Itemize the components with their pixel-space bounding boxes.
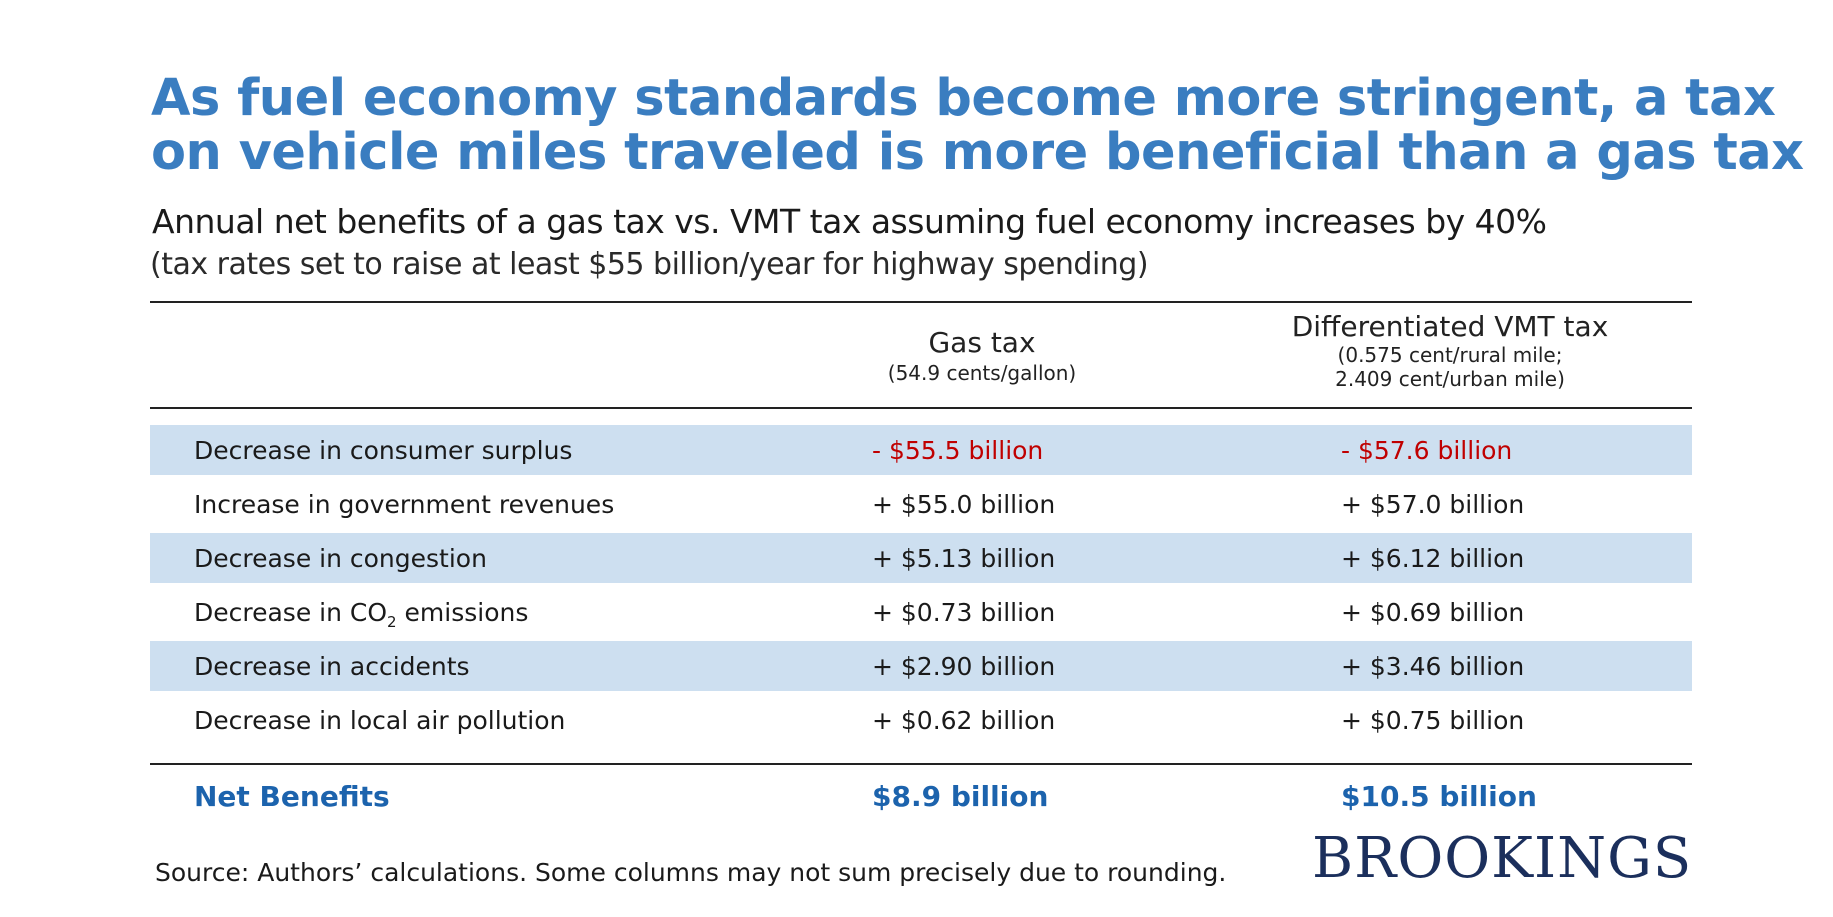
table-row: Decrease in accidents + $2.90 billion + $3… bbox=[150, 641, 1692, 691]
column-header-note: (54.9 cents/gallon) bbox=[887, 361, 1077, 385]
table-row: Increase in government revenues + $55.0 b… bbox=[150, 479, 1692, 529]
value-gas-tax: + $55.0 billion bbox=[872, 490, 1056, 519]
table-row: Decrease in local air pollution + $0.62 b… bbox=[150, 695, 1692, 745]
column-header-gas-tax: Gas tax (54.9 cents/gallon) bbox=[822, 326, 1142, 385]
top-rule bbox=[150, 301, 1692, 303]
total-row: Net Benefits $8.9 billion $10.5 billion bbox=[150, 772, 1692, 822]
value-vmt-tax: + $57.0 billion bbox=[1341, 490, 1525, 519]
total-rule bbox=[150, 763, 1692, 765]
value-vmt-tax: + $0.69 billion bbox=[1341, 598, 1525, 627]
chart-title: As fuel economy standards become more st… bbox=[151, 72, 1804, 180]
total-label: Net Benefits bbox=[194, 780, 390, 813]
column-header-vmt-tax: Differentiated VMT tax (0.575 cent/rural… bbox=[1240, 310, 1660, 391]
row-label-text: emissions bbox=[396, 598, 529, 627]
value-vmt-tax: - $57.6 billion bbox=[1341, 436, 1513, 465]
row-label: Decrease in consumer surplus bbox=[194, 436, 573, 465]
row-label-text: Decrease in CO bbox=[194, 598, 388, 627]
subtitle: Annual net benefits of a gas tax vs. VMT… bbox=[152, 202, 1547, 241]
value-gas-tax: + $5.13 billion bbox=[872, 544, 1056, 573]
brookings-logo: BROOKINGS bbox=[1312, 826, 1693, 891]
column-header-label: Differentiated VMT tax bbox=[1291, 310, 1609, 343]
value-gas-tax: + $0.62 billion bbox=[872, 706, 1056, 735]
column-header-note: 2.409 cent/urban mile) bbox=[1335, 367, 1565, 391]
table-row: Decrease in congestion + $5.13 billion + $… bbox=[150, 533, 1692, 583]
header-rule bbox=[150, 407, 1692, 409]
subtitle-note: (tax rates set to raise at least $55 bil… bbox=[150, 247, 1149, 282]
title-line-2: on vehicle miles traveled is more benefi… bbox=[151, 123, 1804, 182]
value-gas-tax: - $55.5 billion bbox=[872, 436, 1044, 465]
subscript: 2 bbox=[387, 613, 397, 631]
value-vmt-tax: + $6.12 billion bbox=[1341, 544, 1525, 573]
column-header-label: Gas tax bbox=[928, 326, 1036, 359]
row-label: Decrease in local air pollution bbox=[194, 706, 566, 735]
column-header-note: (0.575 cent/rural mile; bbox=[1337, 343, 1563, 367]
value-vmt-tax: + $0.75 billion bbox=[1341, 706, 1525, 735]
value-vmt-tax: + $3.46 billion bbox=[1341, 652, 1525, 681]
title-line-1: As fuel economy standards become more st… bbox=[151, 69, 1776, 128]
table-row: Decrease in CO2 emissions + $0.73 billion… bbox=[150, 587, 1692, 637]
row-label: Decrease in CO2 emissions bbox=[194, 598, 528, 631]
value-gas-tax: + $0.73 billion bbox=[872, 598, 1056, 627]
row-label: Decrease in accidents bbox=[194, 652, 470, 681]
row-label: Decrease in congestion bbox=[194, 544, 487, 573]
total-value-gas-tax: $8.9 billion bbox=[872, 780, 1049, 813]
source-note: Source: Authors’ calculations. Some colu… bbox=[155, 858, 1227, 887]
total-value-vmt-tax: $10.5 billion bbox=[1341, 780, 1537, 813]
value-gas-tax: + $2.90 billion bbox=[872, 652, 1056, 681]
table-row: Decrease in consumer surplus - $55.5 bill… bbox=[150, 425, 1692, 475]
row-label: Increase in government revenues bbox=[194, 490, 615, 519]
